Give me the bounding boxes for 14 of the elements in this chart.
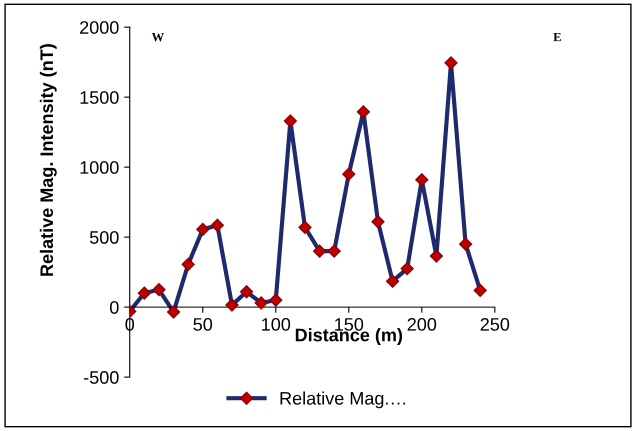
annotation: W	[152, 32, 164, 42]
y-axis-title: Relative Mag. Intensity (nT)	[40, 44, 57, 276]
y-tick-label: 1000	[80, 161, 119, 174]
y-tick-label: 500	[90, 231, 119, 244]
y-tick-label: -500	[84, 371, 119, 384]
y-tick-label: 1500	[80, 91, 119, 104]
x-tick-label: 200	[408, 318, 436, 331]
text: E	[553, 32, 561, 42]
y-tick-label: 0	[110, 301, 119, 314]
x-tick-label: 50	[193, 318, 212, 331]
x-tick-label: 250	[480, 318, 510, 331]
y-tick-label: 2000	[80, 21, 119, 34]
legend-label: Relative Mag.…	[280, 391, 406, 408]
x-tick-label: 100	[262, 318, 290, 331]
